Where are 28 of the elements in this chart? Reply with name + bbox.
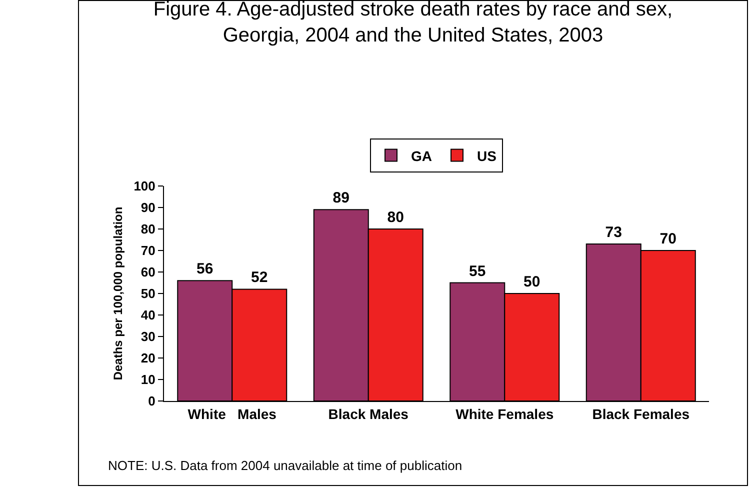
data-label: 50	[524, 274, 540, 290]
x-tick-label: Black Males	[328, 406, 409, 422]
x-tick-label: White Females	[456, 406, 554, 422]
chart-title: Figure 4. Age-adjusted stroke death rates by race and sex, Georgia, 2004 and the United States, 2003	[153, 0, 673, 47]
y-tick-label: 60	[140, 264, 156, 280]
data-label: 73	[605, 224, 622, 242]
data-label: 89	[332, 190, 350, 207]
y-tick-label: 100	[134, 178, 156, 194]
y-tick-label: 50	[140, 286, 156, 302]
y-tick-label: 40	[140, 308, 156, 323]
data-label: 70	[660, 230, 676, 248]
legend-label: GA	[411, 148, 432, 164]
x-tick-label: White Males	[188, 406, 277, 422]
data-label: 52	[251, 269, 268, 286]
x-tick-label: Black Females	[592, 406, 690, 422]
legend-label: US	[477, 148, 496, 164]
y-tick-label: 30	[140, 329, 156, 344]
y-tick-label: 10	[140, 372, 156, 388]
data-label: 80	[387, 209, 404, 226]
text: NOTE: U.S. Data from 2004 unavailable at time of publication	[108, 458, 462, 473]
y-tick-label: 70	[140, 243, 156, 258]
y-tick-label: 80	[140, 222, 156, 237]
y-tick-label: 90	[140, 200, 156, 216]
y-tick-label: 0	[148, 394, 156, 409]
data-label: 55	[469, 262, 486, 280]
data-label: 56	[196, 260, 214, 278]
y-axis-title: Deaths per 100,000 population	[110, 206, 125, 380]
y-tick-label: 20	[140, 350, 156, 366]
